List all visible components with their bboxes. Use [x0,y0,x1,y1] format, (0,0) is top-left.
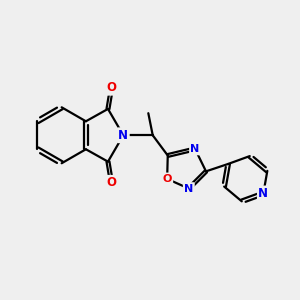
Text: O: O [106,176,116,189]
Text: O: O [163,174,172,184]
Text: O: O [106,81,116,94]
Text: N: N [258,187,268,200]
Text: N: N [190,144,200,154]
Text: N: N [184,184,194,194]
Text: N: N [118,129,128,142]
